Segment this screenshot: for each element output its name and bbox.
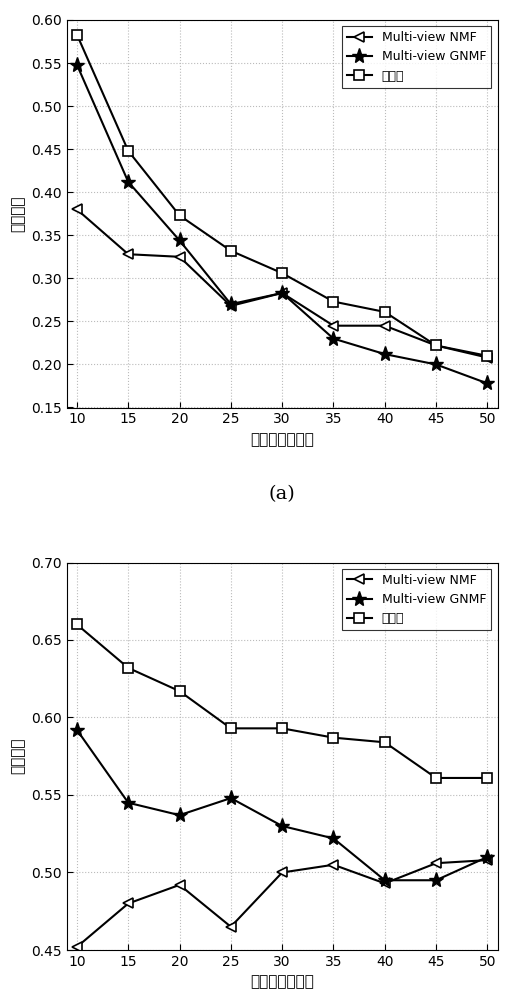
Line: Multi-view GNMF: Multi-view GNMF (69, 722, 495, 888)
Multi-view NMF (330, 320, 337, 332)
Line: Multi-view NMF: Multi-view NMF (72, 205, 492, 362)
Multi-view NMF (382, 877, 388, 889)
X-axis label: 近邻图的近邻数: 近邻图的近邻数 (250, 974, 314, 989)
本发明 (279, 267, 285, 279)
Multi-view NMF (484, 352, 490, 364)
本发明 (382, 306, 388, 318)
Multi-view GNMF (228, 792, 234, 804)
Multi-view GNMF (484, 377, 490, 389)
本发明 (125, 662, 131, 674)
Multi-view NMF (433, 857, 439, 869)
Multi-view NMF (330, 859, 337, 871)
Multi-view GNMF (330, 832, 337, 844)
本发明 (279, 722, 285, 734)
Multi-view NMF (228, 921, 234, 933)
Multi-view GNMF (279, 287, 285, 299)
Multi-view NMF (125, 898, 131, 910)
Multi-view NMF (74, 941, 80, 953)
本发明 (74, 618, 80, 630)
Multi-view GNMF (382, 874, 388, 886)
Multi-view GNMF (125, 176, 131, 188)
Multi-view GNMF (125, 797, 131, 809)
Multi-view GNMF (330, 333, 337, 345)
Y-axis label: 聚类性能: 聚类性能 (11, 196, 26, 232)
本发明 (382, 736, 388, 748)
Text: (a): (a) (269, 485, 295, 503)
Multi-view NMF (125, 248, 131, 260)
本发明 (125, 145, 131, 157)
本发明 (433, 340, 439, 352)
本发明 (176, 209, 183, 221)
Line: 本发明: 本发明 (72, 30, 492, 361)
Multi-view NMF (484, 854, 490, 866)
Multi-view NMF (228, 300, 234, 312)
本发明 (176, 685, 183, 697)
Multi-view GNMF (484, 851, 490, 863)
Legend: Multi-view NMF, Multi-view GNMF, 本发明: Multi-view NMF, Multi-view GNMF, 本发明 (342, 569, 491, 630)
Multi-view GNMF (176, 234, 183, 246)
本发明 (484, 772, 490, 784)
Line: Multi-view GNMF: Multi-view GNMF (69, 57, 495, 391)
Multi-view GNMF (176, 809, 183, 821)
Multi-view GNMF (228, 298, 234, 310)
Multi-view NMF (382, 320, 388, 332)
Multi-view GNMF (433, 358, 439, 370)
本发明 (330, 296, 337, 308)
Multi-view GNMF (74, 59, 80, 71)
本发明 (330, 732, 337, 744)
Multi-view GNMF (433, 874, 439, 886)
Multi-view NMF (74, 203, 80, 215)
Y-axis label: 聚类性能: 聚类性能 (11, 738, 26, 774)
本发明 (228, 722, 234, 734)
Multi-view NMF (279, 866, 285, 879)
本发明 (228, 245, 234, 257)
Multi-view GNMF (382, 348, 388, 360)
Line: 本发明: 本发明 (72, 620, 492, 783)
Line: Multi-view NMF: Multi-view NMF (72, 855, 492, 952)
本发明 (433, 772, 439, 784)
本发明 (74, 29, 80, 41)
本发明 (484, 350, 490, 362)
Legend: Multi-view NMF, Multi-view GNMF, 本发明: Multi-view NMF, Multi-view GNMF, 本发明 (342, 26, 491, 88)
Multi-view NMF (433, 340, 439, 352)
Multi-view NMF (176, 879, 183, 891)
Multi-view NMF (176, 251, 183, 263)
X-axis label: 近邻图的近邻数: 近邻图的近邻数 (250, 432, 314, 447)
Multi-view NMF (279, 287, 285, 299)
Multi-view GNMF (279, 820, 285, 832)
Multi-view GNMF (74, 724, 80, 736)
